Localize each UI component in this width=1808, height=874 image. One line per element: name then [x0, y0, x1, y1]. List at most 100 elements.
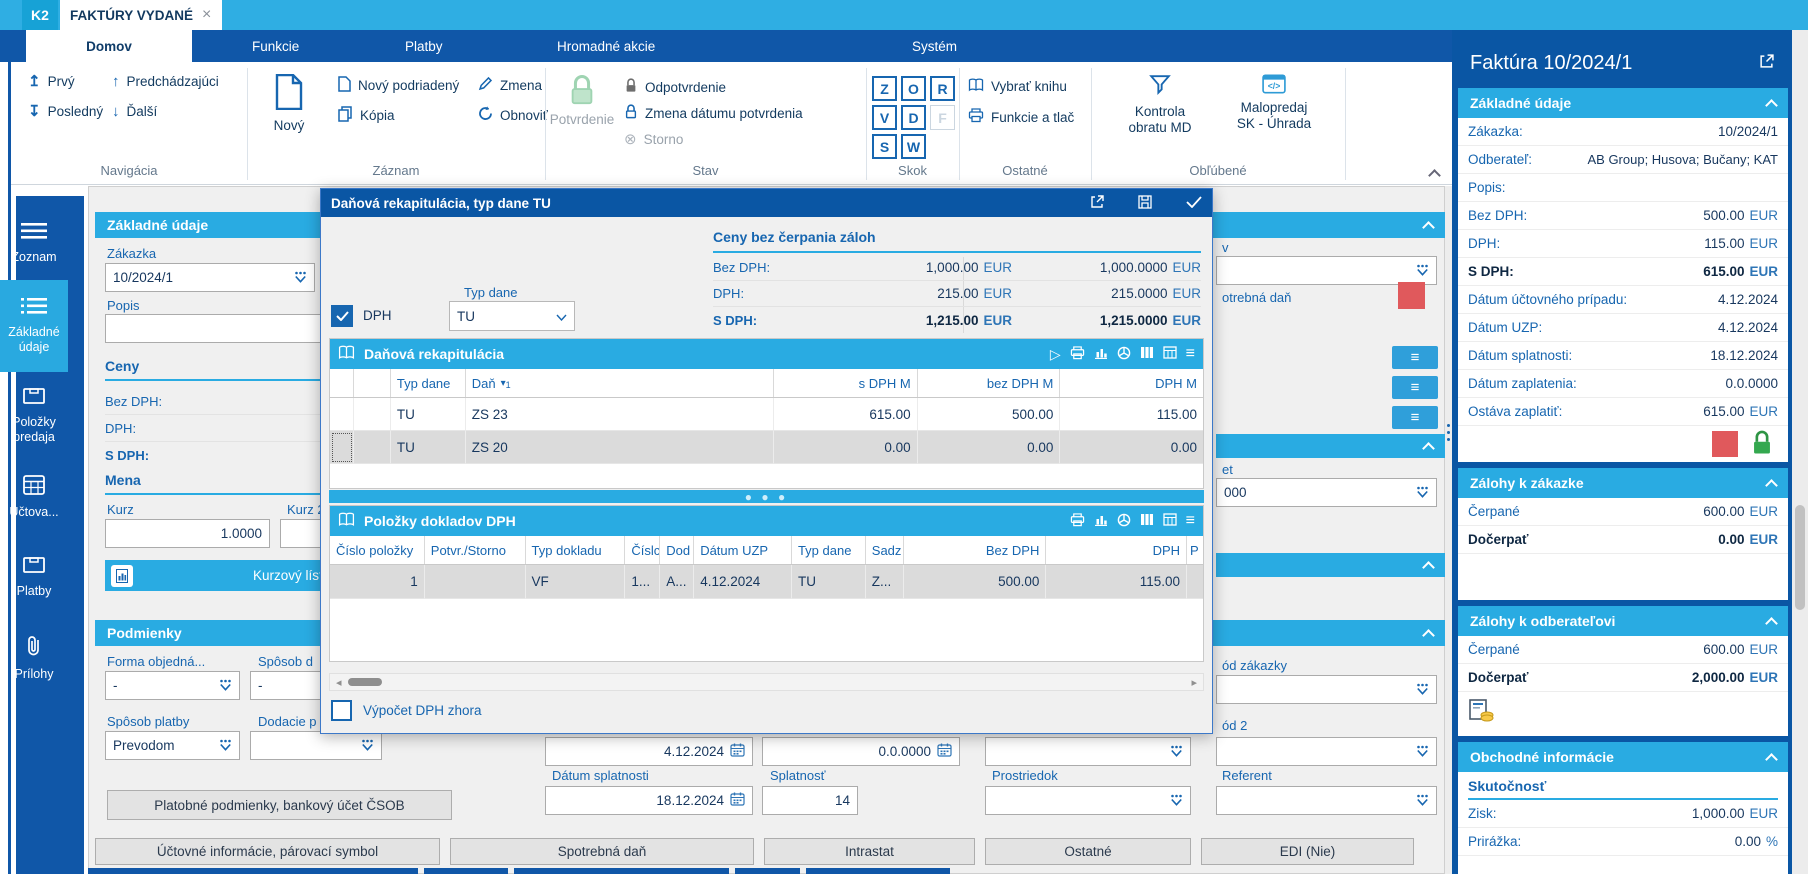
- row-menu-button[interactable]: ≡: [1392, 346, 1438, 369]
- cancel-button[interactable]: ⊗ Storno: [624, 130, 683, 148]
- table-row-selected[interactable]: TU ZS 20 0.00 0.00 0.00: [330, 431, 1204, 464]
- dropdown-icon[interactable]: [219, 739, 232, 752]
- select-book-button[interactable]: Vybrať knihu: [968, 78, 1067, 95]
- col-dod[interactable]: Dod: [660, 536, 695, 564]
- row-selector[interactable]: [330, 431, 354, 464]
- panel-section-header[interactable]: Základné údaje: [1458, 88, 1788, 118]
- panel-splitter[interactable]: [1445, 186, 1452, 874]
- kurz-input[interactable]: 1.0000: [105, 519, 270, 548]
- collapse-icon[interactable]: [1765, 99, 1778, 112]
- collapse-icon[interactable]: [1765, 753, 1778, 766]
- collapse-icon[interactable]: [1422, 221, 1435, 234]
- intrastat-button[interactable]: Intrastat: [764, 838, 975, 865]
- calendar-icon[interactable]: [937, 743, 952, 760]
- table-row-selected[interactable]: 1 VF 1... A... 4.12.2024 TU Z... 500.00 …: [330, 565, 1203, 599]
- dialog-titlebar[interactable]: Daňová rekapitulácia, typ dane TU: [321, 189, 1212, 217]
- col-icon[interactable]: [354, 369, 391, 397]
- col-cislo-polozky[interactable]: Číslo položky: [330, 536, 425, 564]
- print-icon[interactable]: [1070, 345, 1085, 363]
- chart-icon[interactable]: [1094, 513, 1108, 529]
- splatnost-input[interactable]: 14: [762, 786, 858, 815]
- export-table-icon[interactable]: [1163, 346, 1177, 362]
- calendar-icon[interactable]: [730, 743, 745, 760]
- right-strip-section-bar[interactable]: [1216, 434, 1445, 458]
- panel-section-header[interactable]: Obchodné informácie: [1458, 742, 1788, 772]
- change-button[interactable]: Zmena: [478, 76, 542, 94]
- collapse-icon[interactable]: [1422, 442, 1435, 455]
- previous-button[interactable]: ↑ Predchádzajúci: [112, 74, 219, 89]
- new-child-button[interactable]: Nový podriadený: [338, 76, 459, 95]
- new-button[interactable]: Nový: [258, 73, 320, 134]
- kontrola-obratu-button[interactable]: Kontrola obratu MD: [1108, 74, 1212, 136]
- jump-key-z[interactable]: Z: [872, 76, 897, 101]
- col-potvr-storno[interactable]: Potvr./Storno: [425, 536, 526, 564]
- dropdown-icon[interactable]: [294, 271, 307, 284]
- sidebar-item-polozky-predaja[interactable]: Položky predaja: [0, 372, 68, 458]
- document-tab[interactable]: FAKTÚRY VYDANÉ ×: [60, 0, 222, 30]
- dropdown-icon[interactable]: [1416, 486, 1429, 499]
- panel-section-header[interactable]: Zálohy k zákazke: [1458, 468, 1788, 498]
- col-p[interactable]: P: [1190, 542, 1199, 558]
- col-dph-m[interactable]: DPH M: [1155, 375, 1198, 391]
- sidebar-item-zakladne-udaje[interactable]: Základné údaje: [0, 280, 68, 372]
- save-icon[interactable]: [1138, 194, 1152, 212]
- col-sadzba[interactable]: Sadz: [866, 536, 904, 564]
- right-strip-select[interactable]: [1216, 256, 1437, 285]
- unconfirm-button[interactable]: Odpotvrdenie: [624, 78, 726, 96]
- jump-key-o[interactable]: O: [901, 76, 926, 101]
- wheel-icon[interactable]: [1117, 513, 1131, 530]
- app-logo[interactable]: K2: [22, 0, 58, 30]
- dropdown-icon[interactable]: [1416, 264, 1429, 277]
- jump-key-v[interactable]: V: [872, 105, 897, 130]
- col-dph[interactable]: DPH: [1046, 536, 1188, 564]
- datum-uctovneho-pripadu-input[interactable]: 4.12.2024: [545, 737, 753, 766]
- vertical-scrollbar[interactable]: [1792, 30, 1808, 874]
- dropdown-icon[interactable]: [1416, 683, 1429, 696]
- sidebar-item-platby[interactable]: Platby: [0, 536, 68, 616]
- confirm-check-icon[interactable]: [1186, 195, 1202, 211]
- export-table-icon[interactable]: [1163, 513, 1177, 529]
- chart-icon[interactable]: [1094, 346, 1108, 362]
- popout-icon[interactable]: [1759, 54, 1774, 72]
- popout-icon[interactable]: [1090, 194, 1104, 212]
- col-dan[interactable]: Daň ▾ 1: [466, 369, 774, 397]
- datum-splatnosti-input[interactable]: 18.12.2024: [545, 786, 753, 815]
- kod-zakazky-select[interactable]: [1216, 675, 1437, 704]
- prostriedok-select[interactable]: [985, 786, 1191, 815]
- kod2-select[interactable]: [1216, 737, 1437, 766]
- middle-dropdown-input[interactable]: [985, 737, 1191, 766]
- right-strip-section-bar[interactable]: [1216, 553, 1445, 577]
- ribbon-tab-funkcie[interactable]: Funkcie: [252, 30, 299, 62]
- wheel-icon[interactable]: [1117, 346, 1131, 363]
- ostatne-button[interactable]: Ostatné: [985, 838, 1191, 865]
- ribbon-tab-domov[interactable]: Domov: [26, 30, 192, 62]
- close-tab-icon[interactable]: ×: [202, 6, 212, 23]
- functions-print-button[interactable]: Funkcie a tlač: [968, 108, 1074, 126]
- row-menu-button[interactable]: ≡: [1392, 406, 1438, 429]
- dropdown-icon[interactable]: [1416, 745, 1429, 758]
- scrollbar-thumb[interactable]: [347, 678, 382, 686]
- collapse-icon[interactable]: [1765, 617, 1778, 630]
- row-menu-button[interactable]: ≡: [1392, 376, 1438, 399]
- col-select[interactable]: [330, 369, 354, 397]
- collapse-icon[interactable]: [1422, 629, 1435, 642]
- col-typ-dokladu[interactable]: Typ dokladu: [526, 536, 626, 564]
- zakazka-input[interactable]: 10/2024/1: [105, 263, 315, 292]
- col-bez-dph[interactable]: Bez DPH: [904, 536, 1047, 564]
- datum-zaplatenia-input[interactable]: 0.0.0000: [762, 737, 960, 766]
- ribbon-tab-system[interactable]: Systém: [912, 30, 957, 62]
- col-s-dph-m[interactable]: s DPH M: [774, 369, 918, 397]
- ribbon-collapse-icon[interactable]: [1428, 166, 1441, 182]
- dropdown-icon[interactable]: [361, 739, 374, 752]
- ribbon-tab-platby[interactable]: Platby: [405, 30, 443, 62]
- jump-key-s[interactable]: S: [872, 134, 897, 159]
- change-confirm-date-button[interactable]: Zmena dátumu potvrdenia: [624, 104, 803, 122]
- play-icon[interactable]: ▷: [1049, 345, 1061, 362]
- next-button[interactable]: ↓ Ďalší: [112, 104, 157, 119]
- table-row[interactable]: TU ZS 23 615.00 500.00 115.00: [330, 398, 1204, 431]
- typ-dane-select[interactable]: TU: [449, 301, 575, 331]
- last-button[interactable]: ↧ Posledný: [28, 104, 103, 119]
- columns-icon[interactable]: [1140, 346, 1154, 362]
- right-strip-input-000[interactable]: 000: [1216, 478, 1437, 507]
- scroll-right-icon[interactable]: ▸: [1191, 676, 1197, 689]
